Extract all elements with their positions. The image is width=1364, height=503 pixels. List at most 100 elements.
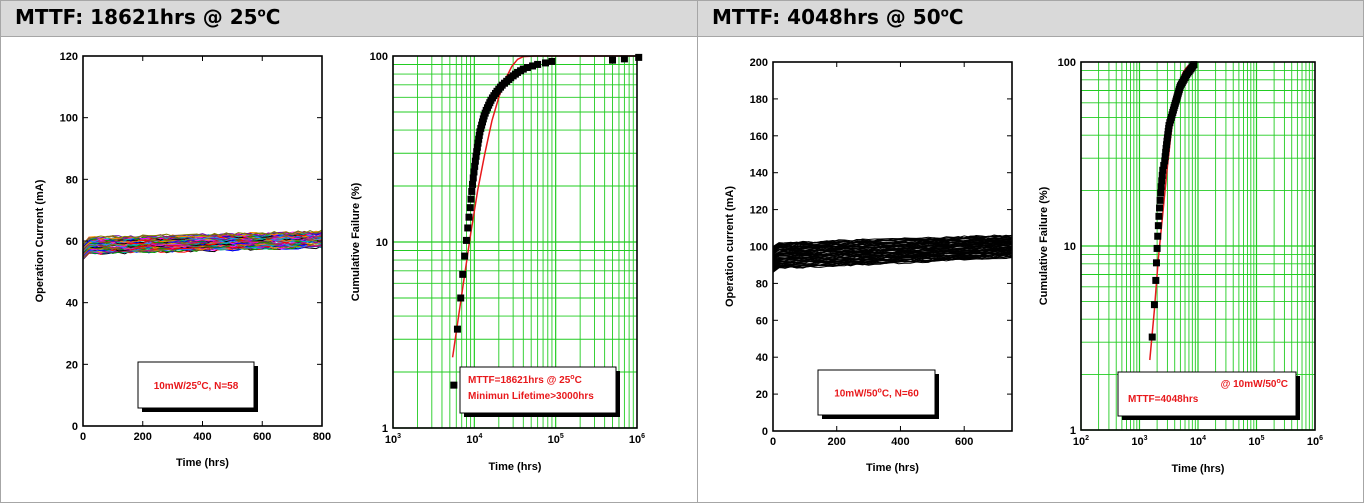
annotation-line-2: Minimun Lifetime>3000hrs bbox=[468, 391, 594, 402]
failure-point bbox=[1158, 177, 1166, 185]
failure-point bbox=[475, 135, 483, 143]
failure-point bbox=[609, 56, 617, 64]
failure-point bbox=[466, 204, 474, 212]
failure-point bbox=[470, 168, 478, 176]
failure-point bbox=[1148, 333, 1156, 341]
failure-point bbox=[472, 152, 480, 160]
failure-point bbox=[1163, 141, 1171, 149]
y-axis-label: Cumulative Failure (%) bbox=[1038, 186, 1050, 305]
x-tick-label: 104 bbox=[1190, 435, 1206, 448]
current-trace-10 bbox=[772, 253, 1013, 269]
y-axis-label: Cumulative Failure (%) bbox=[350, 182, 362, 301]
annotation-line-1: MTTF=18621hrs @ 25oC bbox=[468, 374, 582, 386]
failure-point bbox=[450, 381, 458, 389]
failure-point bbox=[465, 213, 473, 221]
annotation-box bbox=[137, 361, 255, 409]
y-tick-label: 80 bbox=[756, 278, 768, 290]
y-tick-label: 180 bbox=[750, 94, 768, 106]
title-unit: C bbox=[265, 5, 281, 29]
y-tick-label: 1 bbox=[382, 423, 388, 435]
cumulative-failure-chart-50c: 102 103 104 105 106 1 10 100 Time (hrs) Cumulativ… bbox=[1038, 57, 1323, 475]
y-tick-label: 60 bbox=[66, 236, 78, 248]
failure-point bbox=[523, 64, 531, 72]
failure-point bbox=[1150, 301, 1158, 309]
x-tick-label: 800 bbox=[313, 431, 331, 443]
title-text: MTTF: 4048hrs @ 50 bbox=[712, 5, 941, 29]
x-tick-label: 0 bbox=[80, 431, 86, 443]
x-tick-label: 104 bbox=[466, 433, 482, 446]
title-degree: o bbox=[257, 5, 266, 20]
y-tick-label: 10 bbox=[376, 237, 388, 249]
failure-point bbox=[473, 143, 481, 151]
failure-point bbox=[1156, 196, 1164, 204]
panel-title: MTTF: 18621hrs @ 25oC bbox=[15, 5, 280, 29]
failure-point bbox=[1156, 204, 1164, 212]
failure-point bbox=[1153, 244, 1161, 252]
title-degree: o bbox=[940, 5, 949, 20]
y-tick-label: 100 bbox=[1058, 57, 1076, 69]
annotation-line-2: MTTF=4048hrs bbox=[1128, 394, 1199, 405]
y-tick-label: 1 bbox=[1070, 425, 1076, 437]
annotation-box bbox=[817, 369, 936, 416]
annotation-box bbox=[1117, 371, 1297, 417]
current-trace-15 bbox=[82, 241, 323, 257]
x-axis-label: Time (hrs) bbox=[866, 462, 919, 474]
failure-point bbox=[1190, 61, 1198, 69]
failure-point bbox=[474, 139, 482, 147]
failure-point bbox=[475, 131, 483, 139]
failure-point bbox=[467, 195, 475, 203]
failure-point bbox=[469, 174, 477, 182]
x-tick-label: 106 bbox=[1307, 435, 1323, 448]
x-tick-label: 103 bbox=[1131, 435, 1147, 448]
x-tick-label: 0 bbox=[770, 436, 776, 448]
y-tick-label: 100 bbox=[370, 51, 388, 63]
failure-point bbox=[1154, 222, 1162, 230]
title-text: MTTF: 18621hrs @ 25 bbox=[15, 5, 258, 29]
failure-point bbox=[468, 187, 476, 195]
failure-point bbox=[457, 294, 465, 302]
failure-point bbox=[1159, 166, 1167, 174]
y-tick-label: 20 bbox=[66, 359, 78, 371]
x-tick-label: 200 bbox=[134, 431, 152, 443]
current-trace-16 bbox=[772, 251, 1013, 267]
x-tick-label: 106 bbox=[629, 433, 645, 446]
x-tick-label: 105 bbox=[1248, 435, 1264, 448]
y-axis-label: Operation Current (mA) bbox=[34, 179, 46, 302]
x-axis-label: Time (hrs) bbox=[176, 457, 229, 469]
failure-point bbox=[462, 236, 470, 244]
panel-header: MTTF: 18621hrs @ 25oC bbox=[1, 1, 697, 37]
failure-point bbox=[461, 252, 469, 260]
operation-current-chart-50c: 0 200 400 600 0 20 40 60 80 100 120 140 160 180 200 Tim… bbox=[724, 57, 1013, 474]
y-tick-label: 40 bbox=[66, 298, 78, 310]
failure-point bbox=[548, 57, 556, 65]
fit-curve bbox=[451, 55, 637, 358]
x-tick-label: 600 bbox=[955, 436, 973, 448]
y-tick-label: 0 bbox=[762, 426, 768, 438]
failure-point bbox=[1162, 144, 1170, 152]
y-tick-label: 160 bbox=[750, 131, 768, 143]
x-axis-label: Time (hrs) bbox=[489, 461, 542, 473]
current-trace-60 bbox=[772, 234, 1013, 247]
failure-point bbox=[1162, 148, 1170, 156]
y-axis-label: Operation current (mA) bbox=[724, 186, 736, 307]
panel-header: MTTF: 4048hrs @ 50oC bbox=[698, 1, 1363, 37]
x-axis-label: Time (hrs) bbox=[1172, 463, 1225, 475]
y-tick-label: 100 bbox=[60, 113, 78, 125]
y-tick-label: 120 bbox=[60, 51, 78, 63]
failure-point bbox=[542, 59, 550, 67]
x-tick-label: 200 bbox=[828, 436, 846, 448]
failure-point bbox=[1157, 189, 1165, 197]
cumulative-failure-chart-25c: 103 104 105 106 1 10 100 Time (hrs) Cumulative F… bbox=[350, 51, 645, 473]
x-tick-label: 102 bbox=[1073, 435, 1089, 448]
x-tick-label: 600 bbox=[253, 431, 271, 443]
failure-point bbox=[469, 180, 477, 188]
x-tick-label: 400 bbox=[891, 436, 909, 448]
current-trace-58 bbox=[82, 229, 323, 245]
annotation-text: 10mW/50oC, N=60 bbox=[834, 388, 919, 400]
operation-current-chart-25c: 0 200 400 600 800 0 20 40 60 80 100 120 Time (hrs) Op… bbox=[34, 51, 331, 469]
panel-25c: MTTF: 18621hrs @ 25oC bbox=[0, 0, 698, 503]
failure-point bbox=[1154, 232, 1162, 240]
panel-title: MTTF: 4048hrs @ 50oC bbox=[712, 5, 964, 29]
y-tick-label: 100 bbox=[750, 242, 768, 254]
y-tick-label: 80 bbox=[66, 174, 78, 186]
